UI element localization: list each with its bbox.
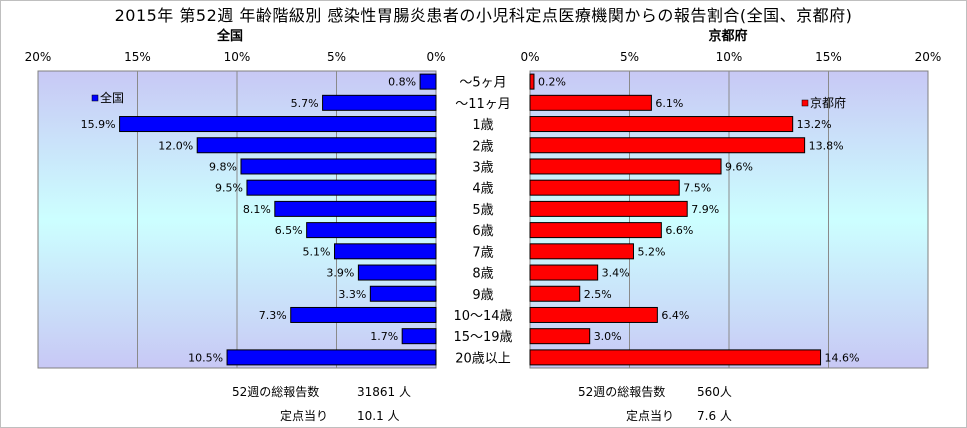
left-bar	[334, 243, 437, 260]
left-data-label: 0.8%	[388, 76, 416, 89]
right-data-label: 6.4%	[661, 309, 689, 322]
left-data-label: 9.8%	[209, 160, 237, 173]
left-bar	[246, 179, 437, 196]
left-data-label: 15.9%	[81, 118, 116, 131]
right-bar	[529, 73, 535, 90]
right-data-label: 14.6%	[825, 351, 860, 364]
right-bar	[529, 158, 722, 175]
right-data-label: 6.1%	[655, 97, 683, 110]
category-label: 7歳	[472, 245, 493, 260]
right-per-label: 定点当り	[626, 409, 675, 423]
left-panel-title: 全国	[216, 29, 243, 44]
left-data-label: 5.7%	[291, 97, 319, 110]
right-data-label: 3.4%	[602, 267, 630, 280]
right-data-label: 7.5%	[683, 182, 711, 195]
right-data-label: 0.2%	[538, 76, 566, 89]
left-tick-label: 20%	[25, 50, 52, 64]
right-legend-label: 京都府	[810, 95, 846, 110]
category-label: ～5ヶ月	[459, 76, 506, 91]
right-bar	[529, 306, 658, 323]
right-panel-title: 京都府	[708, 29, 748, 44]
right-data-label: 2.5%	[584, 288, 612, 301]
right-data-label: 7.9%	[691, 203, 719, 216]
left-legend-label: 全国	[100, 90, 124, 105]
right-per-value: 7.6 人	[697, 409, 732, 423]
left-per-label: 定点当り	[280, 409, 329, 423]
left-bar	[306, 222, 437, 239]
left-bar	[419, 73, 437, 90]
right-total-value: 560人	[697, 385, 732, 399]
category-label: 2歳	[472, 139, 493, 154]
right-bar	[529, 243, 634, 260]
right-bar	[529, 179, 680, 196]
left-legend-swatch	[91, 94, 99, 102]
left-data-label: 9.5%	[215, 182, 243, 195]
left-data-label: 7.3%	[259, 309, 287, 322]
right-data-label: 3.0%	[594, 330, 622, 343]
left-bar	[369, 285, 437, 302]
right-data-label: 13.2%	[797, 118, 832, 131]
right-tick-label: 20%	[915, 50, 942, 64]
right-bar	[529, 349, 822, 366]
left-tick-label: 15%	[124, 50, 151, 64]
right-data-label: 9.6%	[725, 160, 753, 173]
category-label: 8歳	[472, 267, 493, 282]
right-bar	[529, 137, 806, 154]
left-bar	[196, 137, 437, 154]
left-tick-label: 0%	[426, 50, 445, 64]
left-bar	[290, 306, 437, 323]
right-tick-label: 5%	[620, 50, 639, 64]
right-data-label: 13.8%	[809, 139, 844, 152]
left-bar	[240, 158, 437, 175]
right-tick-label: 0%	[520, 50, 539, 64]
right-tick-label: 10%	[716, 50, 743, 64]
left-data-label: 3.3%	[338, 288, 366, 301]
chart-title: 2015年 第52週 年齢階級別 感染性胃腸炎患者の小児科定点医療機関からの報告…	[114, 6, 853, 25]
left-data-label: 12.0%	[158, 139, 193, 152]
left-bar	[322, 94, 437, 111]
category-label: 9歳	[472, 288, 493, 303]
right-legend-swatch	[801, 99, 809, 107]
left-data-label: 1.7%	[370, 330, 398, 343]
left-per-value: 10.1 人	[357, 409, 400, 423]
right-bar	[529, 264, 599, 281]
category-label: 6歳	[472, 224, 493, 239]
right-tick-label: 15%	[815, 50, 842, 64]
right-bar	[529, 200, 688, 217]
right-bar	[529, 285, 581, 302]
right-data-label: 6.6%	[665, 224, 693, 237]
right-total-label: 52週の総報告数	[578, 385, 666, 399]
left-data-label: 5.1%	[303, 245, 331, 258]
left-data-label: 10.5%	[188, 351, 223, 364]
left-bar	[226, 349, 437, 366]
left-bar	[119, 116, 437, 133]
right-bar	[529, 222, 662, 239]
left-bar	[357, 264, 437, 281]
category-label: 10～14歳	[453, 309, 512, 324]
left-data-label: 6.5%	[275, 224, 303, 237]
category-label: ～11ヶ月	[455, 97, 511, 112]
left-data-label: 8.1%	[243, 203, 271, 216]
left-data-label: 3.9%	[326, 267, 354, 280]
right-bar	[529, 328, 591, 345]
left-tick-label: 10%	[224, 50, 251, 64]
left-bar	[274, 200, 437, 217]
right-bar	[529, 94, 652, 111]
category-label: 3歳	[472, 160, 493, 175]
right-bar	[529, 116, 794, 133]
category-label: 5歳	[472, 203, 493, 218]
left-tick-label: 5%	[327, 50, 346, 64]
left-bar	[401, 328, 437, 345]
category-label: 15～19歳	[453, 330, 512, 345]
category-label: 4歳	[472, 182, 493, 197]
category-label: 20歳以上	[455, 351, 511, 366]
left-total-value: 31861 人	[357, 385, 411, 399]
category-label: 1歳	[472, 118, 493, 133]
right-data-label: 5.2%	[637, 245, 665, 258]
left-total-label: 52週の総報告数	[232, 385, 320, 399]
